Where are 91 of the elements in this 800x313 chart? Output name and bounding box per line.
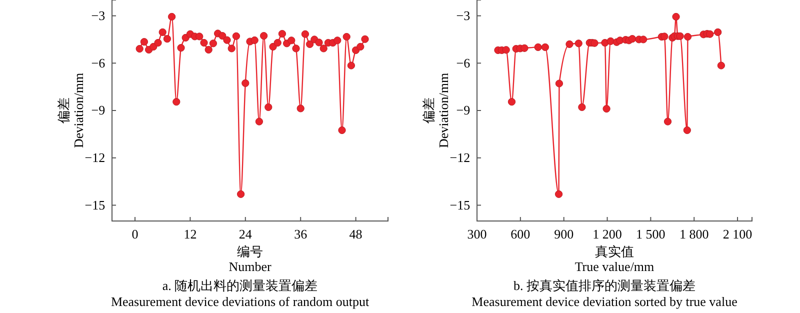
y-tick-label: −15 [84,197,106,212]
point [315,38,323,46]
point [338,126,346,134]
x-axis-title: 编号 Number [228,244,272,274]
y-tick-label: −9 [456,102,470,118]
point [209,40,218,48]
point [136,44,144,53]
point [660,32,668,40]
point [508,98,516,106]
y-axis-title: 偏差 Deviation/mm [421,72,451,148]
point [541,43,549,52]
point [204,46,212,54]
point [172,98,180,106]
point [566,40,574,48]
y-tick-label: −9 [91,102,106,118]
point [676,32,684,40]
point [163,35,172,43]
point [684,32,692,41]
point [140,38,148,46]
point [578,103,586,111]
point [520,44,528,52]
point [306,40,314,48]
point [177,44,185,52]
point [714,28,722,36]
point [288,36,296,44]
point [236,190,245,198]
point [639,36,648,44]
point [602,104,610,113]
point [264,103,272,111]
y-tick-label: −12 [84,150,106,166]
point [342,32,350,41]
point [255,118,264,126]
point [334,36,342,44]
text: b. 按真实值排序的测量装置偏差 Measurement device deviation sorted by true value [472,278,738,309]
point [347,62,356,70]
point [554,190,563,198]
point [292,44,300,52]
y-tick-label: −6 [91,55,106,70]
text: a. 随机出料的测量装置偏差 Measurement device deviations of random output [110,278,370,309]
y-tick-label: −15 [450,197,470,212]
x-axis-title: 真实值 True value/mm [574,244,654,274]
point [606,37,614,46]
point [223,36,231,44]
point [320,44,328,52]
point [278,30,286,38]
x-tick-label: 12 [184,226,197,242]
point [356,42,364,51]
x-tick-label: 48 [349,226,362,242]
point [683,126,691,134]
point [250,36,258,44]
point [200,38,208,47]
point [269,42,277,51]
x-tick-label: 300 [467,226,487,242]
point [296,104,304,112]
x-tick-label: 600 [510,226,530,242]
point [361,35,369,43]
point [590,39,598,47]
point [228,44,236,52]
point [706,30,714,38]
point [301,30,310,38]
point [672,12,680,21]
point [502,46,510,54]
x-tick-label: 1 800 [679,226,709,242]
point [664,118,672,126]
x-tick-label: 36 [294,226,308,242]
y-tick-label: −6 [456,55,471,70]
point [274,38,282,47]
point [242,79,250,87]
point [218,32,226,40]
x-tick-label: 24 [238,226,252,242]
point [150,42,158,51]
point [158,28,166,36]
x-tick-label: 900 [554,226,574,242]
y-tick-label: −3 [456,8,470,23]
point [168,12,176,21]
x-tick-label: 2 100 [722,226,752,242]
point [717,62,725,70]
y-axis-title: 偏差 Deviation/mm [56,72,86,148]
x-tick-label: 1 500 [636,226,666,242]
point [260,32,268,40]
x-tick-label: 0 [132,226,138,242]
point [154,38,162,47]
x-tick-label: 1 200 [592,226,622,242]
point [196,32,204,40]
point [232,32,240,40]
point [574,40,582,48]
point [628,35,636,43]
point [555,80,564,88]
y-tick-label: −3 [91,8,106,23]
y-tick-label: −12 [450,150,470,166]
point [534,43,542,52]
